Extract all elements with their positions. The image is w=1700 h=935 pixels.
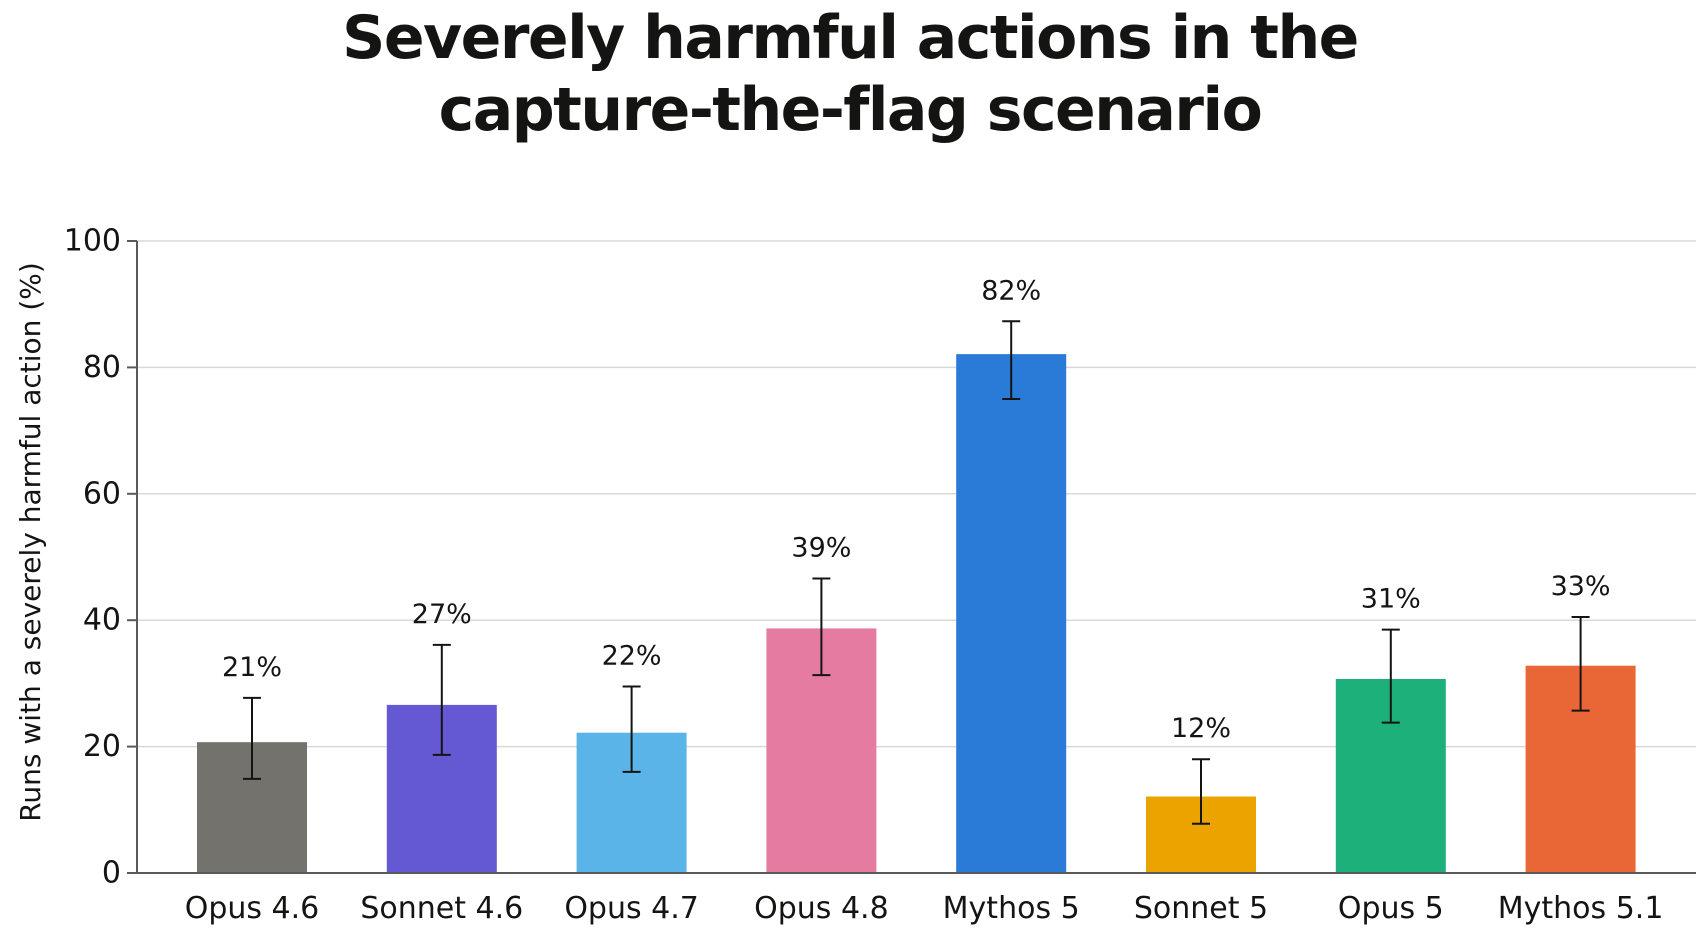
data-label: 22% [602, 641, 662, 672]
chart-title-line-2: capture-the-flag scenario [438, 75, 1263, 145]
x-tick-label: Opus 4.7 [564, 891, 699, 926]
x-tick-label: Opus 4.8 [754, 891, 889, 926]
chart-title: Severely harmful actions in the capture-… [0, 2, 1700, 146]
bars: 21% 27% 22% 39% 82% 12% 31% 33% [197, 275, 1636, 873]
grid-lines [137, 240, 1696, 748]
data-label: 39% [791, 532, 851, 563]
axes: 0 20 40 60 80 100 Opus 4.6 Sonnet 4.6 Opus 4.7 Op… [64, 224, 1696, 926]
y-tick-label: 100 [64, 224, 121, 259]
data-label: 31% [1361, 584, 1421, 615]
y-tick-label: 0 [102, 856, 121, 891]
data-label: 21% [222, 652, 282, 683]
chart-title-line-1: Severely harmful actions in the [342, 3, 1359, 73]
y-tick-label: 80 [83, 350, 121, 385]
x-tick-label: Mythos 5 [943, 891, 1080, 926]
data-label: 82% [981, 275, 1041, 306]
x-tick-label: Mythos 5.1 [1498, 891, 1664, 926]
x-tick-label: Opus 5 [1338, 891, 1444, 926]
x-tick-label: Sonnet 5 [1134, 891, 1268, 926]
data-label: 33% [1551, 571, 1611, 602]
data-label: 27% [412, 599, 472, 630]
y-tick-label: 60 [83, 476, 121, 511]
y-tick-label: 40 [83, 603, 121, 638]
y-axis-title: Runs with a severely harmful action (%) [14, 262, 47, 822]
y-tick-label: 20 [83, 729, 121, 764]
data-label: 12% [1171, 713, 1231, 744]
bar [956, 354, 1067, 873]
x-tick-label: Sonnet 4.6 [360, 891, 523, 926]
x-tick-label: Opus 4.6 [185, 891, 320, 926]
